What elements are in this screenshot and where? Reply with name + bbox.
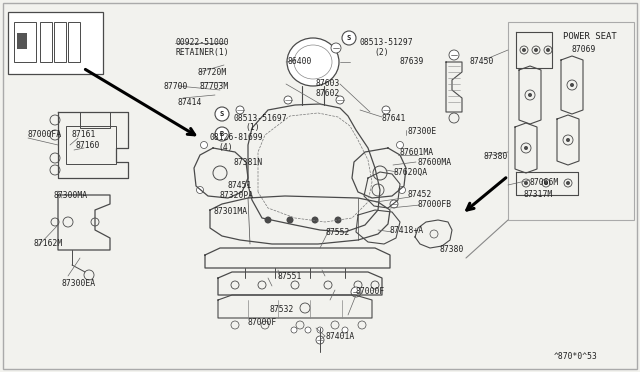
Circle shape: [342, 327, 348, 333]
Bar: [80, 112, 110, 128]
Text: 86400: 86400: [288, 57, 312, 66]
Bar: [14, 22, 36, 62]
Circle shape: [566, 138, 570, 142]
Circle shape: [215, 127, 229, 141]
Text: 87301MA: 87301MA: [213, 207, 247, 216]
Text: B: B: [220, 131, 224, 137]
Text: 87532: 87532: [270, 305, 294, 314]
Circle shape: [336, 96, 344, 104]
Circle shape: [215, 107, 229, 121]
Text: 87380: 87380: [484, 152, 508, 161]
Bar: [8, 12, 103, 74]
Text: 87450: 87450: [470, 57, 494, 66]
Text: POWER SEAT: POWER SEAT: [563, 32, 617, 41]
Text: 87161: 87161: [72, 130, 97, 139]
Text: 87000FB: 87000FB: [418, 200, 452, 209]
Bar: [68, 22, 80, 62]
Text: 08126-81699: 08126-81699: [210, 133, 264, 142]
Text: S: S: [220, 111, 224, 117]
Circle shape: [449, 50, 459, 60]
Text: 87551: 87551: [278, 272, 302, 281]
Text: 87601MA: 87601MA: [400, 148, 434, 157]
Text: (2): (2): [374, 48, 388, 57]
Text: 87552: 87552: [325, 228, 349, 237]
Text: 87452: 87452: [408, 190, 433, 199]
Text: 87380: 87380: [440, 245, 465, 254]
Circle shape: [351, 287, 361, 297]
Circle shape: [287, 217, 294, 224]
Circle shape: [312, 217, 319, 224]
Circle shape: [546, 48, 550, 52]
Text: ^870*0^53: ^870*0^53: [554, 352, 598, 361]
Bar: [17, 33, 27, 49]
Text: 87320PA: 87320PA: [220, 191, 254, 200]
Circle shape: [317, 327, 323, 333]
Circle shape: [528, 93, 532, 97]
Text: RETAINER(1): RETAINER(1): [175, 48, 228, 57]
Circle shape: [566, 181, 570, 185]
Circle shape: [399, 186, 406, 193]
Circle shape: [196, 186, 204, 193]
Text: 87000FA: 87000FA: [28, 130, 62, 139]
Circle shape: [544, 181, 548, 185]
Text: 87000F: 87000F: [248, 318, 277, 327]
Circle shape: [316, 336, 324, 344]
Bar: [508, 22, 634, 220]
Bar: [54, 22, 66, 62]
Text: 87641: 87641: [382, 114, 406, 123]
Text: (1): (1): [245, 123, 260, 132]
Circle shape: [570, 83, 574, 87]
Ellipse shape: [287, 38, 339, 86]
Circle shape: [390, 200, 398, 208]
Text: 00922-51000: 00922-51000: [175, 38, 228, 47]
Text: 08513-51297: 08513-51297: [359, 38, 413, 47]
Circle shape: [524, 181, 528, 185]
Circle shape: [284, 96, 292, 104]
Circle shape: [342, 31, 356, 45]
Text: S: S: [347, 35, 351, 41]
Bar: [40, 22, 52, 62]
Text: 87620QA: 87620QA: [394, 168, 428, 177]
Text: 87066M: 87066M: [530, 178, 559, 187]
Circle shape: [524, 146, 528, 150]
Text: 87603: 87603: [316, 79, 340, 88]
Text: 87162M: 87162M: [34, 239, 63, 248]
Text: 08513-51697: 08513-51697: [233, 114, 287, 123]
Text: 87300MA: 87300MA: [54, 191, 88, 200]
Text: 87639: 87639: [400, 57, 424, 66]
Circle shape: [236, 106, 244, 114]
Circle shape: [264, 217, 271, 224]
Text: 87381N: 87381N: [233, 158, 262, 167]
Text: 87069: 87069: [572, 45, 596, 54]
Text: 87300EA: 87300EA: [61, 279, 95, 288]
Text: 87700: 87700: [163, 82, 188, 91]
Text: 87600MA: 87600MA: [418, 158, 452, 167]
Circle shape: [397, 141, 403, 148]
Text: 87720M: 87720M: [197, 68, 227, 77]
Circle shape: [534, 48, 538, 52]
Circle shape: [331, 43, 341, 53]
Text: (4): (4): [218, 143, 232, 152]
Text: 87451: 87451: [228, 181, 252, 190]
Circle shape: [200, 141, 207, 148]
Circle shape: [291, 327, 297, 333]
Text: 87000F: 87000F: [356, 287, 385, 296]
Text: 87160: 87160: [76, 141, 100, 150]
Circle shape: [522, 48, 526, 52]
Text: 87300E: 87300E: [407, 127, 436, 136]
Text: 87703M: 87703M: [200, 82, 229, 91]
Text: 87414: 87414: [178, 98, 202, 107]
Circle shape: [335, 217, 342, 224]
Text: 87317M: 87317M: [524, 190, 553, 199]
Bar: [66, 126, 116, 164]
Circle shape: [305, 327, 311, 333]
Text: 87401A: 87401A: [325, 332, 355, 341]
Circle shape: [382, 106, 390, 114]
Text: 87418+A: 87418+A: [390, 226, 424, 235]
Text: 87602: 87602: [316, 89, 340, 98]
